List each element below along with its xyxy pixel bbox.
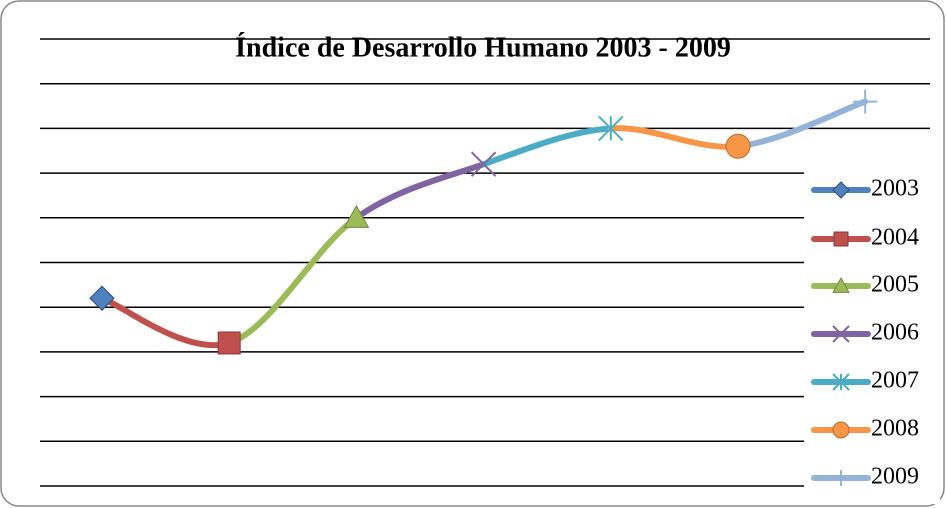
- legend-label: 2005: [871, 272, 919, 298]
- series-line: [607, 125, 741, 150]
- plot: [89, 89, 878, 355]
- marker: [470, 151, 497, 177]
- legend-marker: [833, 470, 849, 486]
- legend-marker: [832, 181, 850, 199]
- legend-label: 2004: [871, 225, 919, 251]
- legend-marker: [832, 421, 850, 439]
- series-line: [226, 214, 360, 346]
- legend-marker: [832, 373, 850, 391]
- marker: [598, 115, 624, 142]
- marker: [343, 204, 370, 228]
- series-line: [480, 125, 614, 168]
- legend-label: 2006: [871, 320, 919, 346]
- legend-label: 2008: [871, 416, 919, 442]
- series-line: [99, 295, 233, 348]
- marker: [89, 285, 115, 311]
- legend-label: 2009: [871, 464, 919, 490]
- series-line: [353, 161, 487, 221]
- legend-marker: [832, 276, 850, 293]
- marker: [217, 331, 241, 355]
- legend-label: 2007: [871, 368, 919, 394]
- marker: [853, 89, 878, 114]
- legend: 2003 2004 2005 2006 2007 2008 2009: [811, 176, 919, 490]
- series-line: [735, 98, 869, 150]
- marker: [725, 133, 751, 159]
- legend-label: 2003: [871, 176, 919, 202]
- legend-marker: [832, 325, 850, 343]
- chart-title: Índice de Desarrollo Humano 2003 - 2009: [235, 32, 731, 63]
- grid: [40, 38, 930, 487]
- legend-marker: [833, 231, 849, 247]
